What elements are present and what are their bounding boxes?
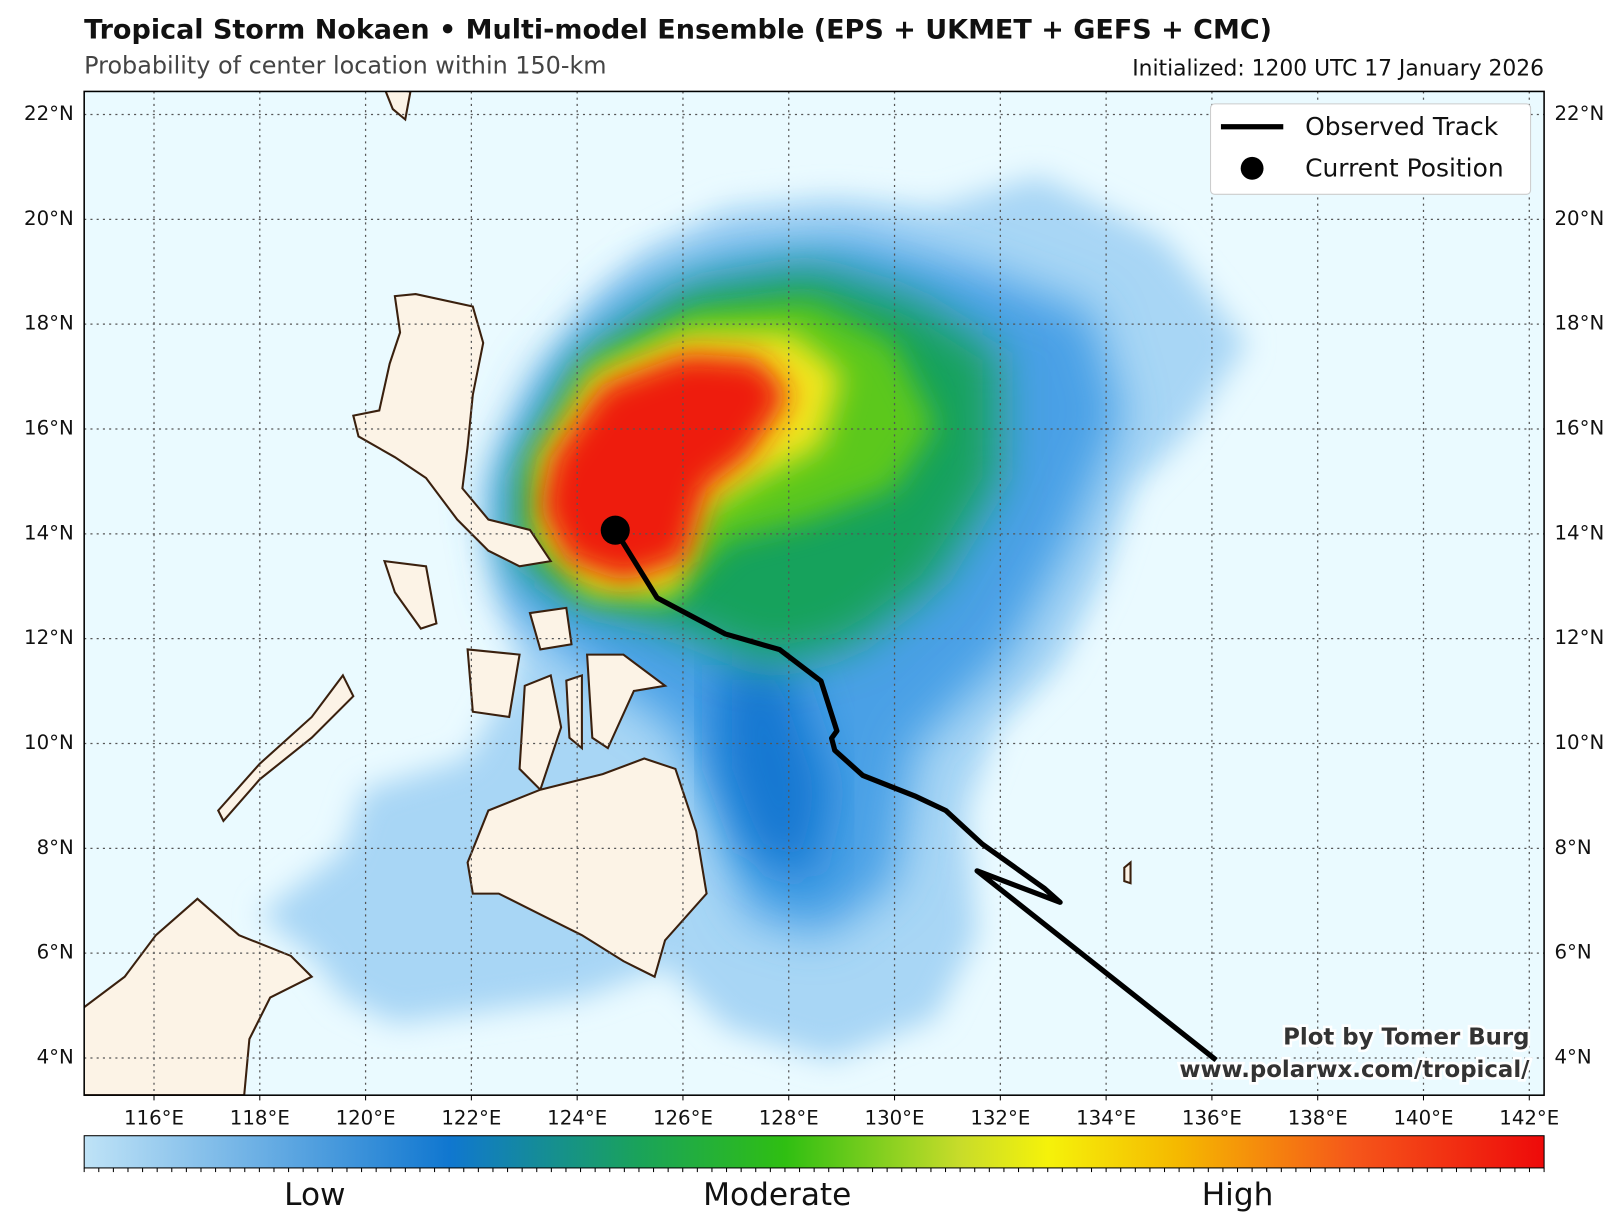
legend-label: Current Position — [1305, 153, 1504, 182]
x-tick-label: 132°E — [970, 1107, 1030, 1130]
legend-dot — [1240, 156, 1264, 180]
y-tick-label: 4°N — [37, 1045, 74, 1068]
colorbar-ticks — [83, 1167, 1545, 1173]
y-tick-label: 14°N — [24, 521, 74, 544]
x-tick-label: 142°E — [1499, 1107, 1559, 1130]
credit-line: Plot by Tomer Burg — [1283, 1025, 1529, 1051]
y-tick-label: 18°N — [1554, 312, 1604, 335]
y-tick-label: 20°N — [24, 207, 74, 230]
x-tick-label: 128°E — [759, 1107, 819, 1130]
y-tick-label: 8°N — [37, 836, 74, 859]
y-tick-label: 6°N — [1554, 941, 1591, 964]
colorbar-label: High — [1202, 1177, 1274, 1213]
y-tick-label: 16°N — [24, 416, 74, 439]
legend: Observed Track Current Position — [1210, 103, 1532, 195]
plot-frame — [83, 90, 1545, 1096]
y-tick-label: 14°N — [1554, 521, 1604, 544]
colorbar-labels: Low Moderate High — [284, 1177, 1273, 1213]
x-tick-label: 126°E — [653, 1107, 713, 1130]
credit: Plot by Tomer Burg www.polarwx.com/tropi… — [1177, 1022, 1533, 1085]
colorbar-label: Moderate — [703, 1177, 851, 1213]
legend-label: Observed Track — [1305, 112, 1499, 141]
x-tick-label: 120°E — [336, 1107, 396, 1130]
y-tick-label: 12°N — [24, 626, 74, 649]
x-tick-label: 134°E — [1076, 1107, 1136, 1130]
grid — [84, 91, 1545, 1096]
credit-line: www.polarwx.com/tropical/ — [1179, 1057, 1530, 1083]
map-area — [84, 91, 1545, 1096]
subtitle: Probability of center location within 15… — [84, 52, 606, 80]
y-tick-label: 16°N — [1554, 416, 1604, 439]
current-position — [600, 515, 630, 545]
title: Tropical Storm Nokaen • Multi-model Ense… — [84, 15, 1272, 46]
y-tick-label: 4°N — [1554, 1045, 1591, 1068]
y-tick-label: 10°N — [1554, 731, 1604, 754]
y-tick-label: 6°N — [37, 941, 74, 964]
x-tick-label: 130°E — [865, 1107, 925, 1130]
x-tick-label: 136°E — [1182, 1107, 1242, 1130]
y-tick-label: 10°N — [24, 731, 74, 754]
y-tick-label: 12°N — [1554, 626, 1604, 649]
x-tick-label: 138°E — [1288, 1107, 1348, 1130]
track-layer — [600, 515, 1218, 1063]
colorbar-label: Low — [284, 1177, 345, 1213]
x-tick-label: 122°E — [441, 1107, 501, 1130]
init-time: Initialized: 1200 UTC 17 January 2026 — [1132, 57, 1544, 82]
observed-track — [613, 528, 1218, 1063]
y-tick-label: 8°N — [1554, 836, 1591, 859]
y-tick-label: 20°N — [1554, 207, 1604, 230]
y-tick-label: 22°N — [24, 102, 74, 125]
x-tick-label: 116°E — [124, 1107, 184, 1130]
legend-box — [1210, 103, 1532, 195]
land — [84, 91, 1132, 1096]
colorbar — [83, 1135, 1545, 1169]
x-tick-label: 140°E — [1393, 1107, 1453, 1130]
ticks: 116°E 118°E 120°E 122°E 124°E 126°E 128°E 130°E… — [24, 102, 1604, 1130]
x-tick-label: 118°E — [230, 1107, 290, 1130]
y-tick-label: 22°N — [1554, 102, 1604, 125]
y-tick-label: 18°N — [24, 312, 74, 335]
x-tick-label: 124°E — [547, 1107, 607, 1130]
